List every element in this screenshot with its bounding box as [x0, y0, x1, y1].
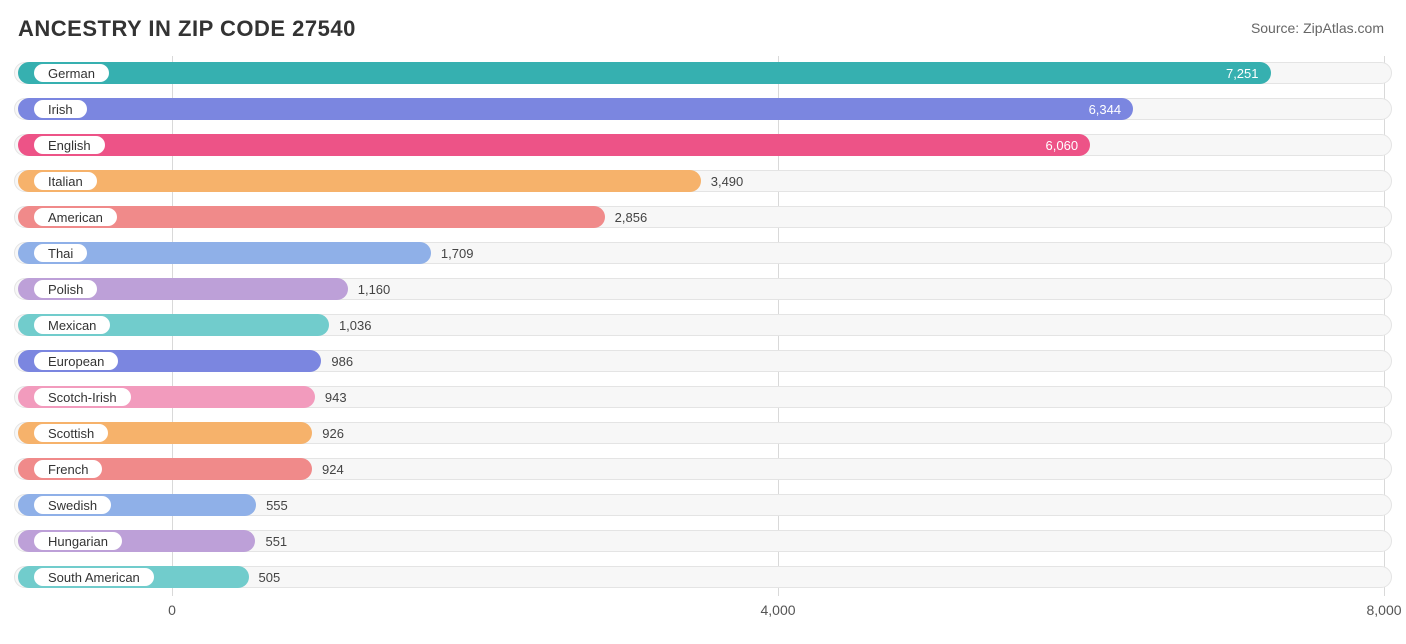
bar-value: 505 — [249, 566, 281, 588]
bar-row: German7,251 — [14, 56, 1392, 92]
bar-value: 6,344 — [18, 98, 1133, 120]
category-pill: Italian — [32, 170, 99, 192]
bar-row: Italian 3,490 — [14, 164, 1392, 200]
bar-row: Polish 1,160 — [14, 272, 1392, 308]
bar-value: 3,490 — [701, 170, 744, 192]
bar-value: 986 — [321, 350, 353, 372]
bar-value: 555 — [256, 494, 288, 516]
category-pill: European — [32, 350, 120, 372]
category-pill: Hungarian — [32, 530, 124, 552]
category-pill: Scotch-Irish — [32, 386, 133, 408]
bar-row: French 924 — [14, 452, 1392, 488]
bar-row: English6,060 — [14, 128, 1392, 164]
bar-row: American 2,856 — [14, 200, 1392, 236]
bar-row: Thai 1,709 — [14, 236, 1392, 272]
bar-value: 1,709 — [431, 242, 474, 264]
axis-tick-label: 8,000 — [1366, 602, 1401, 618]
bar-value: 924 — [312, 458, 344, 480]
bar-value: 943 — [315, 386, 347, 408]
ancestry-chart: ANCESTRY IN ZIP CODE 27540 Source: ZipAt… — [0, 0, 1406, 644]
bar-value: 926 — [312, 422, 344, 444]
bar-value: 1,036 — [329, 314, 372, 336]
bar-value: 551 — [255, 530, 287, 552]
bar-row: Scottish 926 — [14, 416, 1392, 452]
bar-row: European 986 — [14, 344, 1392, 380]
bar-value: 1,160 — [348, 278, 391, 300]
category-pill: French — [32, 458, 104, 480]
bar-row: South American 505 — [14, 560, 1392, 596]
axis-tick-label: 4,000 — [760, 602, 795, 618]
bar-row: Irish6,344 — [14, 92, 1392, 128]
bar — [18, 170, 701, 192]
bar-row: Mexican 1,036 — [14, 308, 1392, 344]
bar-row: Hungarian 551 — [14, 524, 1392, 560]
chart-title: ANCESTRY IN ZIP CODE 27540 — [18, 16, 356, 42]
category-pill: American — [32, 206, 119, 228]
category-pill: Scottish — [32, 422, 110, 444]
category-pill: Thai — [32, 242, 89, 264]
category-pill: Mexican — [32, 314, 112, 336]
plot-area: 04,0008,000German7,251Irish6,344English6… — [14, 56, 1392, 626]
chart-source: Source: ZipAtlas.com — [1251, 20, 1384, 36]
category-pill: Polish — [32, 278, 99, 300]
category-pill: Swedish — [32, 494, 113, 516]
axis-tick-label: 0 — [168, 602, 176, 618]
bar-row: Scotch-Irish 943 — [14, 380, 1392, 416]
category-pill: South American — [32, 566, 156, 588]
bar-value: 7,251 — [18, 62, 1271, 84]
bar-value: 6,060 — [18, 134, 1090, 156]
bar-row: Swedish 555 — [14, 488, 1392, 524]
bar-value: 2,856 — [605, 206, 648, 228]
